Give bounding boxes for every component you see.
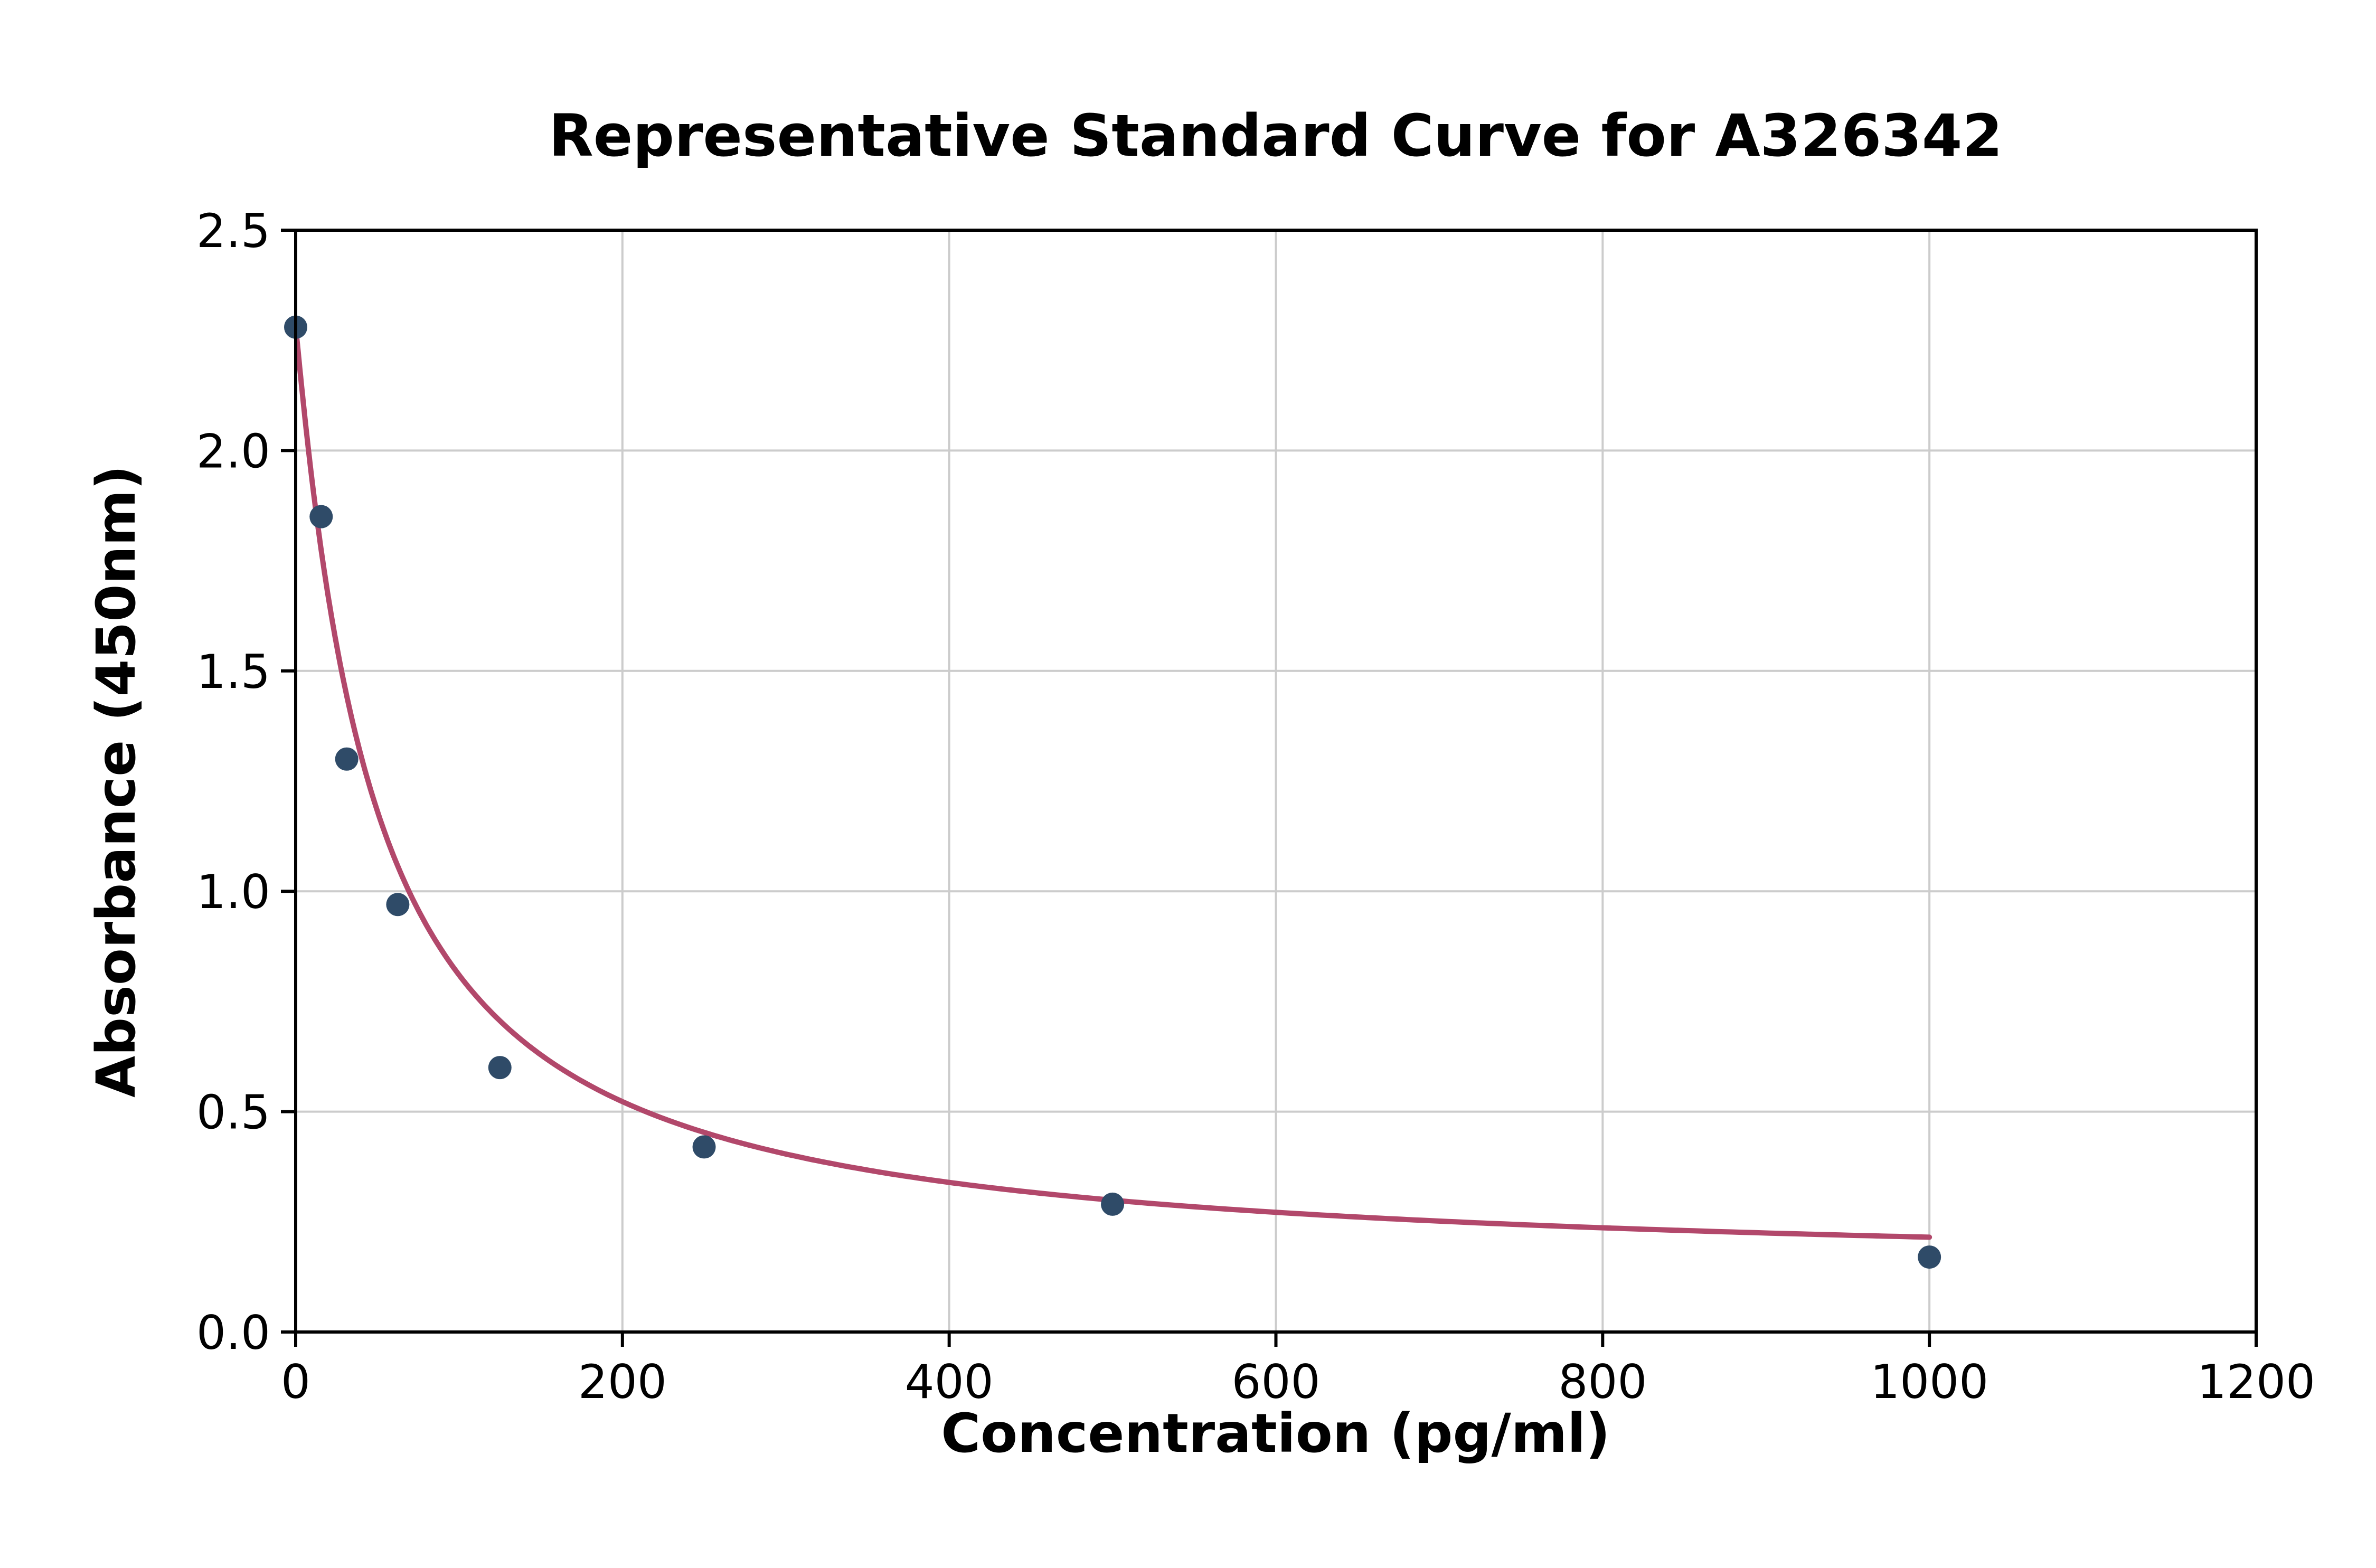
x-axis-label: Concentration (pg/ml) xyxy=(941,1402,1610,1465)
tick-layer: 0 200 400 600 800 1000 1200 0.0 0.5 1.0 1.5 2.0 2.5 xyxy=(196,204,2315,1409)
data-point xyxy=(309,505,333,528)
x-tick-label: 1200 xyxy=(2197,1355,2315,1409)
y-tick-label: 1.5 xyxy=(196,645,270,699)
points-layer xyxy=(284,315,1941,1269)
data-point xyxy=(335,747,359,771)
y-tick-label: 1.0 xyxy=(196,865,270,919)
y-tick-label: 0.5 xyxy=(196,1085,270,1140)
data-point xyxy=(488,1056,512,1080)
x-tick-label: 400 xyxy=(905,1355,994,1409)
data-point xyxy=(386,893,410,917)
x-tick-label: 1000 xyxy=(1870,1355,1988,1409)
y-tick-label: 2.5 xyxy=(196,204,270,258)
fit-curve-line xyxy=(293,324,1932,1240)
data-point xyxy=(1101,1192,1125,1216)
data-point xyxy=(1918,1245,1941,1269)
data-point xyxy=(692,1135,716,1159)
x-tick-label: 800 xyxy=(1558,1355,1647,1409)
y-axis-label: Absorbance (450nm) xyxy=(85,465,148,1098)
curve-layer xyxy=(293,324,1932,1240)
x-tick-label: 600 xyxy=(1232,1355,1321,1409)
chart-title: Representative Standard Curve for A32634… xyxy=(549,102,2003,169)
y-tick-label: 2.0 xyxy=(196,424,270,478)
x-tick-label: 0 xyxy=(281,1355,310,1409)
grid-layer xyxy=(295,229,2257,1333)
y-tick-label: 0.0 xyxy=(196,1306,270,1360)
x-tick-label: 200 xyxy=(578,1355,667,1409)
